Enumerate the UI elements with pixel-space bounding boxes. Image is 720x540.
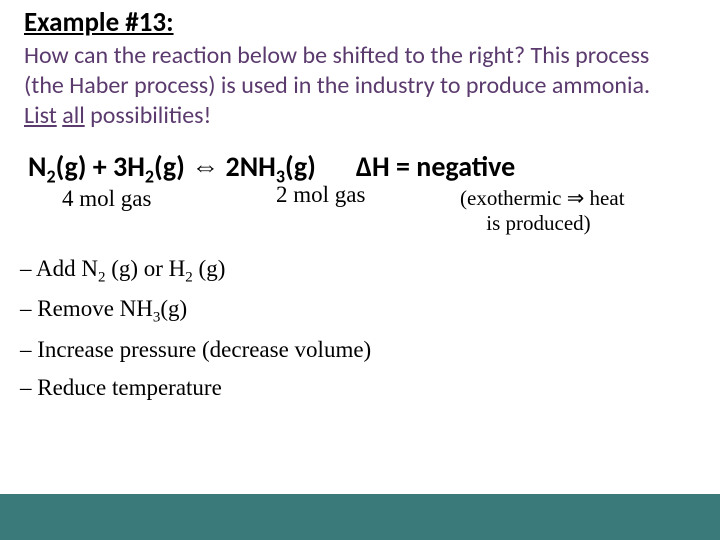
mol-gas-right: 2 mol gas (276, 182, 365, 208)
b1-sub2: 2 (185, 270, 193, 286)
b1-c: (g) (193, 256, 226, 281)
mol-gas-left: 4 mol gas (62, 186, 151, 212)
b2-b: (g) (160, 296, 187, 321)
b2-a: – Remove NH (20, 296, 153, 321)
question-body: How can the reaction below be shifted to… (24, 41, 650, 100)
question-all-word: all (62, 101, 85, 130)
exothermic-note: (exothermic ⇒ heat is produced) (460, 186, 625, 236)
eq-seg-b: (g) (154, 149, 191, 184)
footer-bar (0, 494, 720, 540)
eq-h2-sub: 2 (145, 166, 154, 188)
question-text: How can the reaction below be shifted to… (0, 39, 720, 131)
b1-b: (g) or H (105, 256, 185, 281)
answer-item-pressure: – Increase pressure (decrease volume) (20, 331, 371, 369)
answer-item-remove: – Remove NH3(g) (20, 290, 371, 330)
delta-h-label: ΔH = negative (356, 149, 515, 188)
eq-seg-c: (g) (285, 149, 316, 184)
chemical-equation: N2(g) + 3H2(g) ⇔ 2NH3(g) (28, 149, 316, 188)
equation-row: N2(g) + 3H2(g) ⇔ 2NH3(g) ΔH = negative (0, 131, 720, 188)
b1-a: – Add N (20, 256, 98, 281)
exo-line2: is produced) (486, 211, 590, 235)
question-list-word: List (24, 101, 57, 130)
answer-item-temperature: – Reduce temperature (20, 369, 371, 407)
eq-n2-sub: 2 (46, 166, 55, 188)
eq-nh3-a: 2NH (219, 149, 276, 184)
eq-seg-a: (g) + 3H (56, 149, 145, 184)
answer-list: – Add N2 (g) or H2 (g) – Remove NH3(g) –… (20, 250, 371, 407)
answer-item-add: – Add N2 (g) or H2 (g) (20, 250, 371, 290)
exo-line1: (exothermic ⇒ heat (460, 186, 625, 210)
question-tail: possibilities! (85, 101, 212, 130)
example-title: Example #13: (0, 0, 720, 39)
equilibrium-arrow-icon: ⇔ (191, 149, 219, 184)
eq-n2: N (28, 149, 46, 184)
